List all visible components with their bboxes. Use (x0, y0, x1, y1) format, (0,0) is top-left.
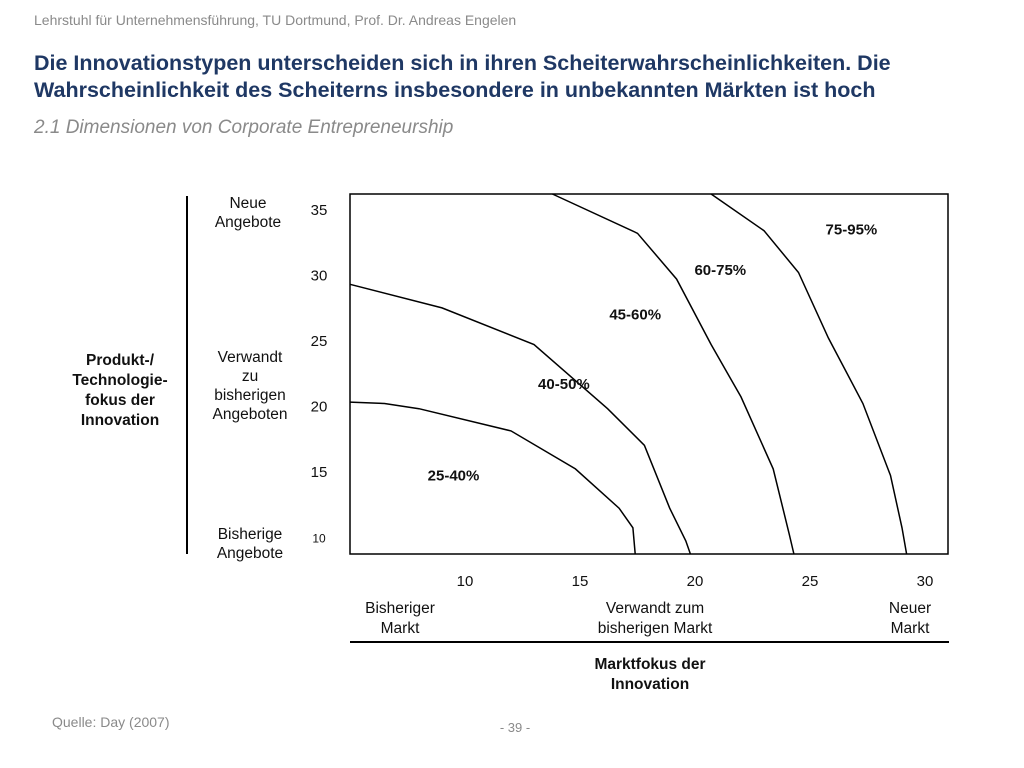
y-tick-label: 25 (311, 333, 328, 350)
slide-title: Die Innovationstypen unterscheiden sich … (34, 50, 994, 104)
region-label: 45-60% (609, 307, 661, 324)
y-category-line: Bisherige (217, 526, 283, 543)
y-category-new-offers: Neue Angebote (193, 194, 303, 232)
y-category-line: Neue (229, 195, 267, 212)
x-tick-label: 15 (572, 573, 589, 590)
plot-frame (349, 193, 949, 555)
x-axis-label-line: Innovation (610, 676, 690, 693)
region-labels: 25-40% 40-50% 45-60% 60-75% 75-95% (428, 222, 878, 485)
header-text: Lehrstuhl für Unternehmensführung, TU Do… (34, 12, 517, 28)
x-category-line: Verwandt zum (605, 600, 705, 617)
x-category-line: bisherigen Markt (597, 620, 713, 637)
boundary-curve (349, 283, 692, 555)
y-axis-bracket-line (186, 196, 188, 554)
region-label: 60-75% (694, 262, 746, 279)
x-category-line: Bisheriger (365, 600, 435, 617)
y-category-line: Verwandt (217, 349, 283, 366)
y-tick-label: 20 (311, 398, 328, 415)
y-category-line: Angebote (216, 545, 284, 562)
x-tick-labels: 10 15 20 25 30 (457, 573, 934, 590)
x-category-line: Neuer (888, 600, 932, 617)
x-axis-label: Marktfokus der Innovation (560, 655, 740, 695)
y-category-line: Angeboten (212, 406, 288, 423)
y-category-line: zu (241, 368, 259, 385)
x-category-existing-market: Bisheriger Markt (345, 599, 455, 639)
region-label: 75-95% (826, 222, 878, 239)
x-tick-label: 30 (917, 573, 934, 590)
slide-subtitle: 2.1 Dimensionen von Corporate Entreprene… (34, 117, 454, 138)
y-category-existing-offers: Bisherige Angebote (195, 525, 305, 563)
y-tick-labels: 35 30 25 20 15 10 (311, 202, 328, 545)
y-axis-label-line: Innovation (80, 412, 160, 429)
y-category-line: bisherigen (214, 387, 286, 404)
x-category-line: Markt (380, 620, 420, 637)
y-category-related-offers: Verwandt zu bisherigen Angeboten (195, 348, 305, 424)
x-category-line: Markt (890, 620, 930, 637)
boundary-curves (349, 193, 908, 555)
x-axis-bracket-line (350, 641, 949, 643)
x-category-related-market: Verwandt zum bisherigen Markt (575, 599, 735, 639)
y-axis-label-line: Technologie- (72, 372, 168, 389)
y-tick-label: 15 (311, 464, 328, 481)
y-axis-label-line: Produkt-/ (85, 352, 155, 369)
x-axis-label-line: Marktfokus der (594, 656, 706, 673)
page-number: - 39 - (499, 720, 531, 735)
y-tick-label: 30 (311, 268, 328, 285)
region-label: 40-50% (538, 376, 590, 393)
slide-title-line-2: Wahrscheinlichkeit des Scheiterns insbes… (34, 78, 876, 102)
x-tick-label: 10 (457, 573, 474, 590)
x-tick-label: 20 (687, 573, 704, 590)
boundary-curve (552, 193, 795, 555)
source-note: Quelle: Day (2007) (52, 714, 170, 730)
boundary-curve (710, 193, 908, 555)
x-tick-label: 25 (802, 573, 819, 590)
slide-title-line-1: Die Innovationstypen unterscheiden sich … (34, 51, 891, 75)
y-tick-label: 10 (312, 531, 326, 545)
y-tick-label: 35 (311, 202, 328, 219)
y-category-line: Angebote (214, 214, 282, 231)
region-label: 25-40% (428, 468, 480, 485)
y-axis-label: Produkt-/ Technologie- fokus der Innovat… (60, 351, 180, 431)
x-category-new-market: Neuer Markt (860, 599, 960, 639)
y-axis-label-line: fokus der (85, 392, 155, 409)
boundary-curve (349, 401, 636, 555)
